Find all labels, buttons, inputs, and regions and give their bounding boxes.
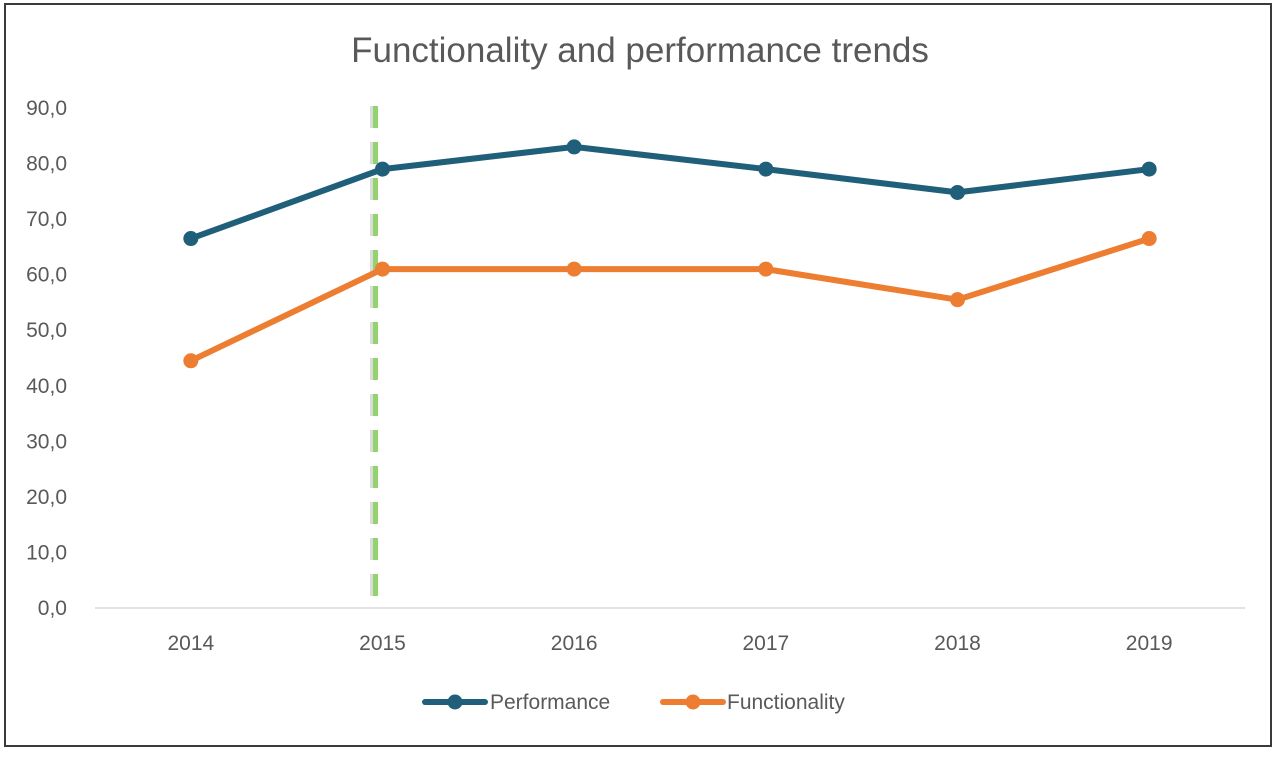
data-point: [758, 161, 774, 177]
y-tick-label: 80,0: [26, 153, 67, 176]
y-tick-label: 90,0: [26, 97, 67, 120]
data-point: [566, 261, 582, 277]
y-axis-labels: 0,0 10,0 20,0 30,0 40,0 50,0 60,0 70,0 80,0 90,0: [26, 97, 67, 620]
x-axis-labels: 2014 2015 2016 2017 2018 2019: [167, 632, 1172, 655]
legend-label: Functionality: [727, 691, 845, 714]
chart-frame: [4, 3, 1272, 747]
legend-label: Performance: [490, 691, 610, 714]
x-tick-label: 2018: [934, 632, 981, 655]
y-tick-label: 50,0: [26, 319, 67, 342]
legend-marker: [447, 694, 463, 710]
y-tick-label: 20,0: [26, 486, 67, 509]
annotation-layer: [370, 106, 378, 608]
x-tick-label: 2015: [359, 632, 406, 655]
data-point: [950, 184, 965, 200]
data-point: [950, 292, 965, 308]
x-tick-label: 2017: [742, 632, 789, 655]
x-tick-label: 2016: [551, 632, 598, 655]
series-functionality: [183, 231, 1157, 369]
series-line: [187, 143, 1153, 242]
data-point: [375, 161, 390, 177]
legend-marker: [685, 694, 701, 710]
series-performance: [183, 139, 1157, 247]
legend-item-performance: Performance: [422, 691, 610, 714]
data-point: [183, 353, 199, 369]
y-tick-label: 10,0: [26, 541, 67, 564]
data-point: [375, 261, 390, 277]
chart-title: Functionality and performance trends: [351, 31, 929, 70]
series-layer: [183, 139, 1157, 369]
data-point: [1141, 161, 1157, 177]
data-point: [758, 261, 774, 277]
legend: Performance Functionality: [422, 691, 845, 714]
data-point: [183, 231, 199, 247]
y-tick-label: 0,0: [38, 597, 67, 620]
x-tick-label: 2019: [1126, 632, 1173, 655]
series-line: [187, 235, 1153, 364]
y-tick-label: 40,0: [26, 375, 67, 398]
y-tick-label: 30,0: [26, 430, 67, 453]
legend-item-functionality: Functionality: [660, 691, 845, 714]
y-tick-label: 70,0: [26, 208, 67, 231]
data-point: [566, 139, 582, 155]
x-tick-label: 2014: [167, 632, 214, 655]
y-tick-label: 60,0: [26, 264, 67, 287]
data-point: [1141, 231, 1157, 247]
